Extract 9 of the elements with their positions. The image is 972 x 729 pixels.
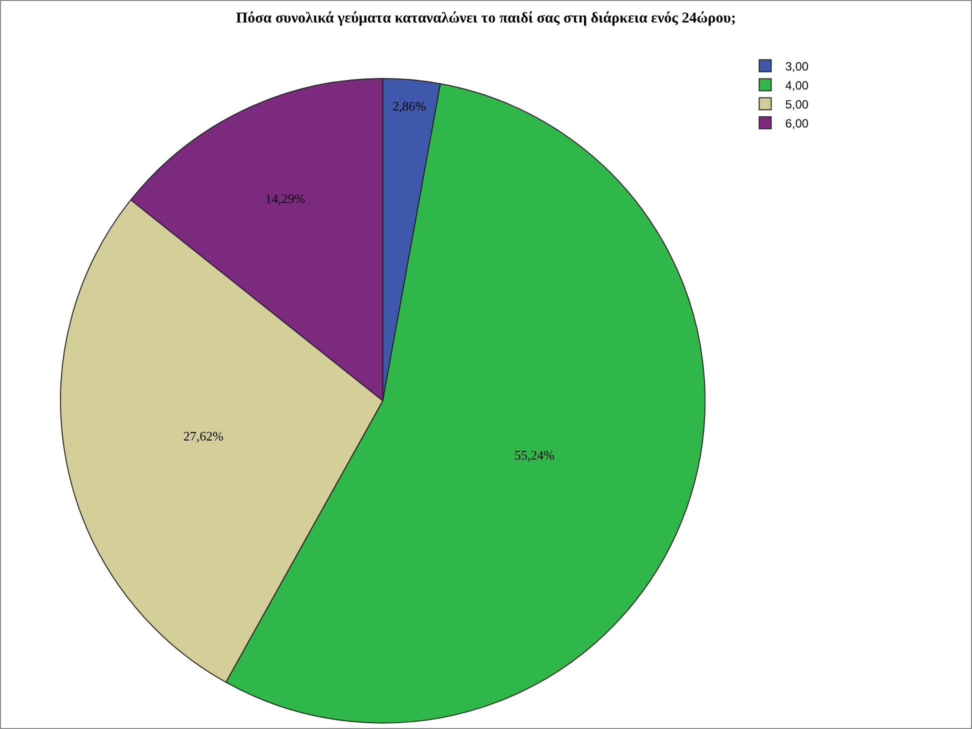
- data-label: 27,62%: [183, 428, 224, 444]
- legend-label: 5,00: [785, 97, 809, 112]
- data-label: 55,24%: [514, 448, 555, 463]
- chart-title: Πόσα συνολικά γεύματα καταναλώνει το παιδί σας στη διάρκεια ενός 24ώρου;: [236, 10, 736, 26]
- data-label: 2,86%: [392, 98, 426, 114]
- legend-label: 4,00: [785, 78, 809, 92]
- legend-label: 3,00: [785, 59, 809, 74]
- legend-label: 6,00: [785, 116, 809, 130]
- data-label: 14,29%: [265, 190, 306, 206]
